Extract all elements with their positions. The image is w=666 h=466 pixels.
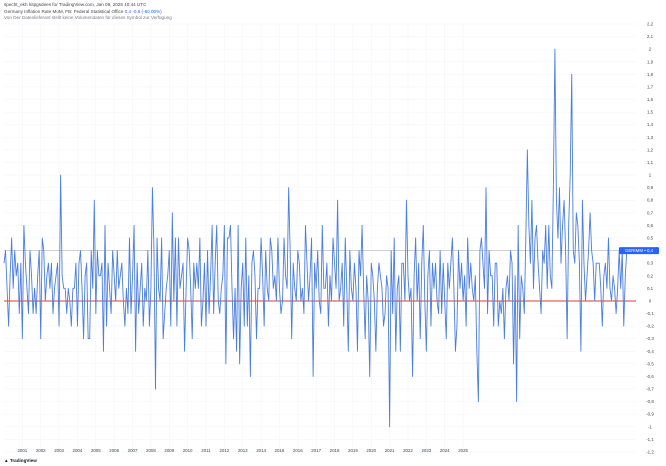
y-tick-label: 0,9 (647, 185, 654, 190)
y-tick-label: 1,4 (647, 122, 654, 127)
grid (4, 23, 636, 453)
y-tick-label: -0,9 (646, 412, 654, 417)
y-tick-label: 0,5 (647, 236, 654, 241)
y-tick-label: -0,3 (646, 336, 654, 341)
y-tick-label: -0,1 (646, 311, 654, 316)
y-tick-label: 1,5 (647, 110, 654, 115)
legend-note: Von Der Datenlieferant stellt keine Volu… (4, 15, 172, 20)
x-tick-label: 2003 (54, 448, 64, 453)
y-tick-label: 2,1 (647, 34, 654, 39)
legend-value: 0.4 -0.6 (-60.00%) (124, 9, 162, 14)
y-tick-label: 0,8 (647, 198, 654, 203)
x-tick-label: 2012 (219, 448, 229, 453)
legend-line-1: Germany Inflation Rate MoM, FB: Federal … (4, 9, 172, 15)
x-tick-label: 2024 (440, 448, 450, 453)
logo-text: TradingView (9, 458, 37, 463)
series-line (3, 48, 629, 428)
y-tick-label: -0,4 (646, 349, 654, 354)
y-tick-label: -1 (648, 424, 652, 429)
y-tick-label: 0 (649, 298, 652, 303)
y-tick-label: -1,1 (646, 437, 654, 442)
y-tick-label: 0,3 (647, 261, 654, 266)
chart-header: specht_ekh hitpgsdees for TradingView.co… (4, 2, 147, 7)
y-tick-label: 0,2 (647, 273, 654, 278)
x-tick-label: 2011 (201, 448, 211, 453)
y-tick-label: -1,2 (646, 450, 654, 455)
x-tick-label: 2007 (128, 448, 138, 453)
y-tick-label: 1,7 (647, 84, 654, 89)
x-tick-label: 2004 (73, 448, 83, 453)
y-tick-label: -0,6 (646, 374, 654, 379)
y-tick-label: -0,7 (646, 387, 654, 392)
tradingview-logo[interactable]: ▲ TradingView (4, 458, 37, 463)
y-tick-label: 1,1 (647, 160, 654, 165)
legend-title[interactable]: Germany Inflation Rate MoM, FB: Federal … (4, 9, 124, 14)
y-tick-label: -0,5 (646, 361, 654, 366)
x-tick-label: 2021 (385, 448, 395, 453)
x-tick-label: 2025 (458, 448, 468, 453)
y-tick-label: 1 (649, 173, 652, 178)
y-tick-label: 1,9 (647, 59, 654, 64)
x-tick-label: 2017 (311, 448, 321, 453)
badge-text: GERIMM • 0,4 (625, 248, 654, 253)
x-tick-label: 2020 (366, 448, 376, 453)
x-tick-label: 2014 (256, 448, 266, 453)
badge-bg (619, 247, 659, 255)
y-tick-label: 2,2 (647, 22, 654, 27)
x-tick-label: 2009 (164, 448, 174, 453)
y-tick-label: 0,6 (647, 223, 654, 228)
last-value-badge[interactable]: GERIMM • 0,4 (619, 247, 659, 255)
x-tick-label: 2018 (330, 448, 340, 453)
y-tick-label: 2 (649, 47, 652, 52)
x-tick-label: 2008 (146, 448, 156, 453)
x-tick-label: 2015 (275, 448, 285, 453)
logo-icon: ▲ (4, 458, 9, 463)
y-tick-label: -0,8 (646, 399, 654, 404)
x-tick-label: 2019 (348, 448, 358, 453)
x-axis: 2001 2002 2003 2004 2005 2006 2007 2008 2009 2010… (17, 448, 468, 453)
x-tick-label: 2010 (183, 448, 193, 453)
y-tick-label: 1,6 (647, 97, 654, 102)
x-tick-label: 2013 (238, 448, 248, 453)
y-tick-label: 1,3 (647, 135, 654, 140)
y-tick-label: 1,2 (647, 147, 654, 152)
y-tick-label: -0,2 (646, 324, 654, 329)
y-tick-label: 1,8 (647, 72, 654, 77)
x-tick-label: 2001 (17, 448, 27, 453)
y-tick-label: 0,1 (647, 286, 654, 291)
x-tick-label: 2016 (293, 448, 303, 453)
x-tick-label: 2005 (91, 448, 101, 453)
chart-legend: Germany Inflation Rate MoM, FB: Federal … (4, 9, 172, 21)
x-tick-label: 2006 (109, 448, 119, 453)
x-tick-label: 2002 (36, 448, 46, 453)
y-axis: 2,2 2,1 2 1,9 1,8 1,7 1,6 1,5 1,4 1,3 1,2 1,1 1 0,9 0,… (646, 22, 654, 455)
y-tick-label: 0,7 (647, 210, 654, 215)
x-tick-label: 2022 (403, 448, 413, 453)
x-tick-label: 2023 (421, 448, 431, 453)
